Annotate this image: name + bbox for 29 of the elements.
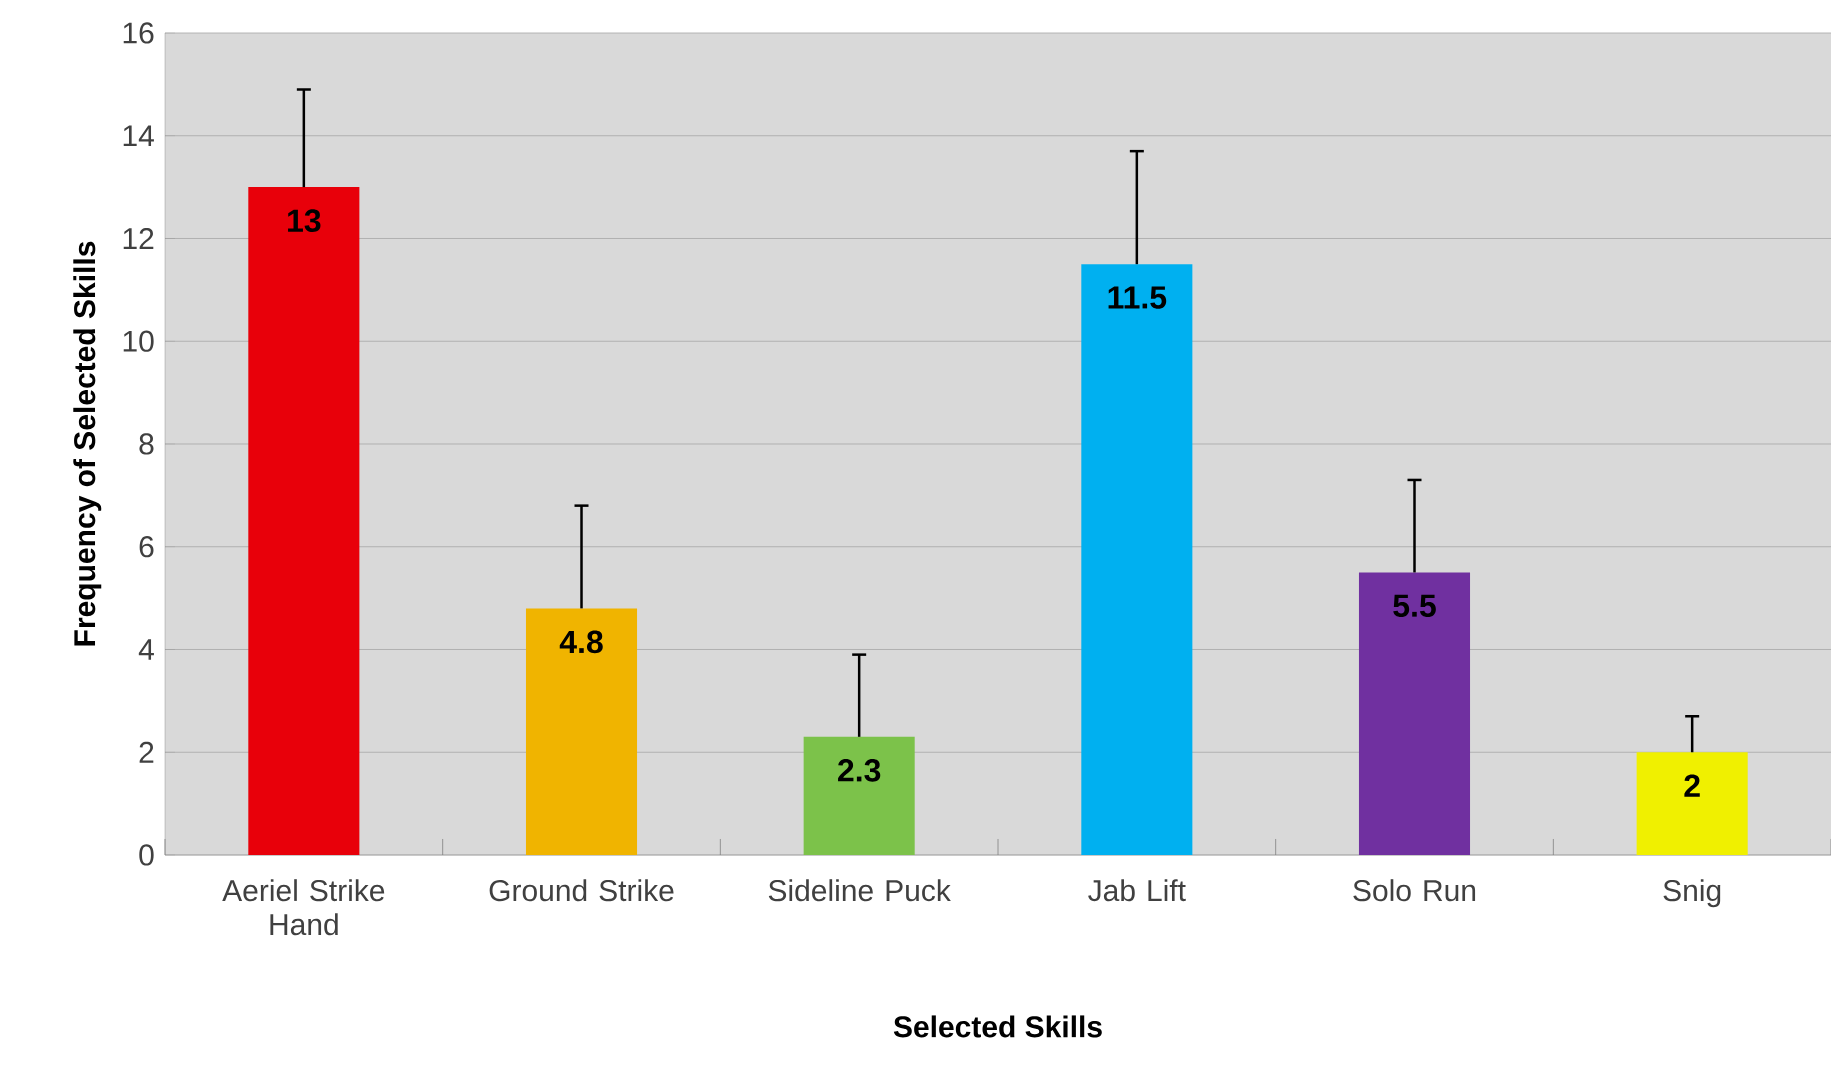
y-tick-label: 10 xyxy=(123,330,154,352)
x-axis-title: Selected Skills xyxy=(893,1015,1102,1038)
y-axis-title: Frequency of Selected Skills xyxy=(73,241,102,646)
data-label: 11.5 xyxy=(1108,286,1167,309)
x-tick-label: Snig xyxy=(1663,879,1721,908)
data-label: 2.3 xyxy=(838,759,881,782)
data-label: 5.5 xyxy=(1393,594,1436,617)
data-label: 2 xyxy=(1684,774,1700,797)
y-tick-label: 14 xyxy=(123,125,154,147)
bar xyxy=(1636,752,1748,855)
x-tick-label: Aeriel Strike Hand xyxy=(222,879,385,936)
data-label: 4.8 xyxy=(559,630,603,654)
y-tick-label: 6 xyxy=(139,536,154,558)
y-tick-label: 16 xyxy=(123,22,154,44)
x-tick-label: Sideline Puck xyxy=(768,879,951,902)
x-tick-label: Jab Lift xyxy=(1088,879,1186,902)
bar xyxy=(1081,264,1193,855)
y-tick-label: 4 xyxy=(138,639,154,660)
bar xyxy=(803,736,915,855)
x-tick-label: Solo Run xyxy=(1353,879,1476,902)
bar xyxy=(525,608,638,855)
data-label: 13 xyxy=(288,209,321,233)
bar xyxy=(248,187,360,855)
bar xyxy=(1358,572,1471,855)
y-tick-label: 0 xyxy=(139,844,154,866)
x-tick-label: Ground Strike xyxy=(489,879,674,902)
y-tick-label: 8 xyxy=(139,433,154,455)
y-tick-label: 12 xyxy=(123,228,154,249)
y-tick-label: 2 xyxy=(139,741,154,763)
